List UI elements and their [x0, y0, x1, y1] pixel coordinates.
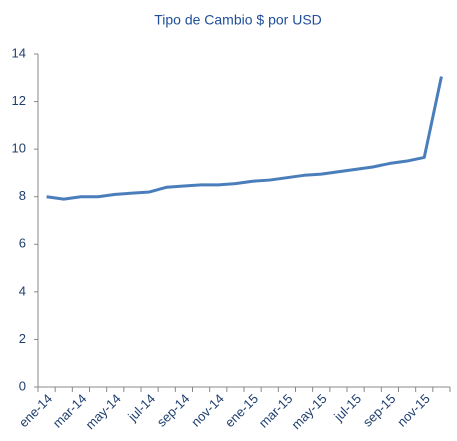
x-tick-label: ene-15 [222, 391, 261, 430]
x-tick-label: nov-14 [188, 391, 227, 430]
y-tick-label: 6 [19, 236, 26, 251]
y-tick-label: 8 [19, 188, 26, 203]
y-tick-label: 12 [12, 93, 26, 108]
x-tick-label: mar-14 [50, 391, 90, 431]
x-tick-label: may-14 [83, 391, 124, 432]
y-tick-label: 0 [19, 378, 26, 393]
x-tick-label: mar-15 [256, 391, 296, 431]
x-tick-label: ene-14 [16, 391, 55, 430]
y-tick-label: 2 [19, 331, 26, 346]
x-tick-label: nov-15 [394, 391, 433, 430]
y-tick-label: 14 [12, 45, 26, 60]
x-tick-label: sep-15 [360, 391, 399, 430]
x-tick-label: sep-14 [154, 391, 193, 430]
x-tick-label: may-15 [289, 391, 330, 432]
line-series [46, 76, 443, 201]
chart-title: Tipo de Cambio $ por USD [154, 12, 322, 28]
y-tick-label: 10 [12, 141, 26, 156]
y-tick-label: 4 [19, 283, 26, 298]
